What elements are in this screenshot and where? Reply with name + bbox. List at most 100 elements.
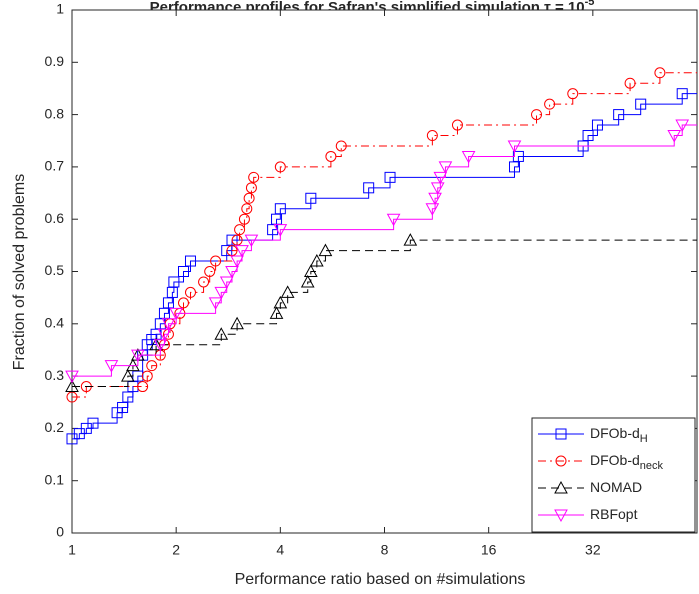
marker: [244, 234, 259, 248]
marker: [120, 369, 135, 382]
marker: [157, 328, 172, 342]
marker: [225, 266, 239, 279]
marker: [177, 266, 189, 277]
axes-frame: [71, 9, 698, 534]
marker: [234, 224, 246, 236]
marker: [582, 130, 594, 142]
marker: [428, 192, 442, 206]
marker: [274, 203, 286, 215]
legend-box: [531, 417, 696, 533]
y-tick-label: 0: [56, 524, 64, 540]
marker: [168, 276, 180, 288]
marker: [169, 307, 184, 321]
marker: [137, 381, 149, 393]
marker: [204, 266, 216, 277]
x-tick-label: 4: [276, 542, 284, 558]
marker: [438, 161, 453, 174]
y-tick-label: 1: [56, 1, 64, 17]
y-tick-label: 0.5: [45, 262, 65, 278]
marker: [613, 109, 625, 121]
legend-label: NOMAD: [590, 479, 642, 495]
legend-subscript: H: [640, 433, 648, 445]
legend-name: DFOb-d: [590, 425, 640, 441]
y-tick-label: 0.2: [45, 419, 65, 435]
marker: [219, 276, 234, 290]
marker: [555, 455, 567, 467]
legend-name: NOMAD: [590, 479, 642, 495]
marker: [184, 255, 196, 267]
marker: [274, 161, 286, 173]
marker: [555, 428, 567, 440]
x-tick-label: 2: [172, 542, 180, 558]
x-tick-label: 1: [68, 542, 76, 558]
marker: [676, 88, 688, 100]
marker: [305, 192, 317, 204]
marker: [214, 286, 229, 300]
marker: [104, 360, 119, 373]
marker: [161, 318, 176, 331]
y-tick-label: 0.9: [45, 53, 65, 69]
marker: [248, 171, 260, 183]
marker: [131, 349, 145, 363]
marker: [230, 255, 244, 269]
marker: [141, 370, 153, 382]
marker: [245, 182, 257, 194]
marker: [335, 140, 347, 152]
marker: [300, 274, 315, 288]
marker: [198, 276, 210, 288]
legend-subscript: neck: [640, 460, 664, 472]
marker: [184, 286, 196, 298]
legend-label: DFOb-dH: [590, 425, 648, 445]
y-tick-label: 0.6: [45, 210, 65, 226]
x-tick-label: 16: [481, 542, 497, 558]
marker: [273, 224, 288, 237]
y-tick-label: 0.4: [45, 315, 65, 331]
marker: [430, 182, 445, 195]
step-line: [72, 124, 697, 377]
marker: [624, 77, 636, 89]
marker: [531, 109, 543, 121]
marker: [310, 253, 324, 267]
marker: [567, 88, 579, 100]
y-axis-label: Fraction of solved problems: [11, 174, 28, 371]
marker: [325, 150, 337, 162]
marker: [433, 171, 448, 185]
marker: [153, 339, 168, 352]
marker: [65, 370, 79, 384]
legend-label: RBFopt: [590, 506, 638, 522]
marker: [238, 213, 250, 225]
marker: [65, 379, 79, 393]
legend-label: DFOb-dneck: [590, 452, 664, 472]
marker: [507, 140, 522, 154]
y-tick-label: 0.1: [45, 471, 65, 487]
marker: [403, 233, 418, 246]
y-tick-label: 0.7: [45, 158, 65, 174]
y-tick-label: 0.8: [45, 105, 65, 121]
marker: [87, 417, 99, 429]
marker: [635, 98, 647, 110]
marker: [425, 203, 440, 216]
marker: [235, 245, 249, 258]
marker: [208, 297, 223, 310]
marker: [210, 255, 222, 267]
marker: [146, 360, 158, 372]
marker: [386, 213, 401, 227]
marker: [675, 119, 690, 133]
title-superscript: -5: [585, 0, 595, 8]
marker: [384, 171, 396, 183]
x-tick-label: 8: [381, 542, 389, 558]
marker: [318, 243, 333, 257]
marker: [554, 480, 568, 494]
step-line: [72, 72, 697, 398]
legend-name: DFOb-d: [590, 452, 640, 468]
marker: [149, 337, 163, 351]
marker: [214, 327, 229, 340]
marker: [544, 98, 556, 110]
marker: [241, 203, 253, 215]
marker: [667, 130, 682, 143]
x-tick-label: 32: [585, 542, 601, 558]
marker: [269, 306, 284, 319]
marker: [230, 316, 244, 330]
